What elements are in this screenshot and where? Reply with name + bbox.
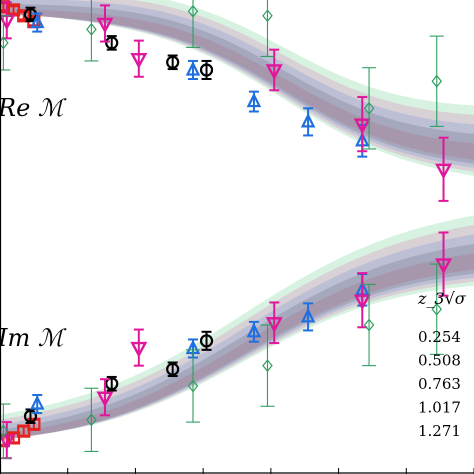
marker-circle bbox=[199, 63, 214, 77]
point-0-763-imag bbox=[29, 394, 45, 415]
marker-triangle-down bbox=[130, 52, 148, 69]
legend-entry-0-254: 0.254 bbox=[418, 328, 461, 346]
point-1-271-real bbox=[362, 67, 377, 150]
point-1-017-real bbox=[435, 136, 453, 202]
error-bands bbox=[0, 0, 474, 440]
point-0-508-imag bbox=[166, 361, 180, 378]
marker-triangle-up bbox=[246, 322, 262, 338]
legend-entry-1-017: 1.017 bbox=[418, 399, 461, 417]
marker-triangle-up bbox=[300, 307, 316, 323]
marker-square bbox=[17, 424, 31, 438]
point-0-763-real bbox=[246, 90, 262, 113]
marker-circle bbox=[166, 362, 180, 376]
marker-diamond bbox=[262, 9, 273, 23]
point-1-017-imag bbox=[353, 272, 371, 329]
marker-circle bbox=[105, 377, 119, 391]
point-1-017-real bbox=[96, 4, 114, 43]
point-1-271-imag bbox=[84, 387, 99, 452]
marker-triangle-down bbox=[96, 17, 114, 34]
point-1-271-imag bbox=[362, 283, 377, 367]
band-0-254-imag bbox=[0, 253, 474, 440]
band-0-508-imag bbox=[0, 243, 474, 440]
marker-circle bbox=[199, 334, 214, 348]
point-1-271-imag bbox=[185, 349, 200, 423]
marker-triangle-up bbox=[185, 61, 201, 76]
point-0-254-imag bbox=[17, 424, 31, 438]
marker-triangle-down bbox=[265, 317, 283, 333]
marker-diamond bbox=[363, 101, 375, 115]
marker-diamond bbox=[262, 359, 273, 373]
point-1-271-imag bbox=[429, 263, 444, 355]
marker-diamond bbox=[431, 302, 443, 316]
point-0-763-real bbox=[300, 107, 316, 137]
point-0-763-imag bbox=[246, 320, 262, 343]
point-1-017-real bbox=[353, 96, 371, 153]
point-1-017-imag bbox=[265, 301, 283, 345]
marker-diamond bbox=[86, 413, 97, 427]
legend-entry-1-271: 1.271 bbox=[418, 422, 461, 440]
marker-square bbox=[6, 431, 21, 445]
marker-square bbox=[27, 417, 41, 431]
band-1-017-real bbox=[0, 0, 474, 172]
point-1-271-real bbox=[84, 0, 99, 62]
band-1-017-imag bbox=[0, 224, 474, 439]
x-ticks bbox=[0, 468, 474, 474]
marker-diamond bbox=[431, 74, 443, 88]
point-0-508-imag bbox=[199, 330, 214, 351]
marker-triangle-down bbox=[435, 258, 453, 275]
point-1-271-real bbox=[260, 0, 275, 57]
point-1-271-real bbox=[185, 0, 200, 48]
marker-circle bbox=[166, 55, 180, 69]
marker-triangle-up bbox=[246, 92, 262, 108]
marker-triangle-down bbox=[435, 163, 453, 180]
point-0-763-real bbox=[185, 59, 201, 80]
marker-diamond bbox=[187, 4, 199, 18]
legend: z_3√σ 0.254 0.508 0.763 1.017 1.271 bbox=[417, 289, 467, 440]
marker-circle bbox=[105, 36, 119, 50]
marker-triangle-up bbox=[29, 395, 45, 410]
band-0-763-real bbox=[0, 0, 474, 168]
marker-diamond bbox=[187, 379, 199, 393]
point-0-508-real bbox=[199, 59, 214, 80]
panel-label-real: Re ℳ bbox=[0, 94, 67, 122]
marker-triangle-down bbox=[96, 391, 114, 408]
data-points bbox=[0, 0, 453, 460]
legend-entry-0-763: 0.763 bbox=[418, 375, 461, 393]
point-0-763-real bbox=[29, 12, 45, 33]
marker-triangle-down bbox=[353, 294, 371, 311]
point-1-017-real bbox=[130, 39, 148, 78]
point-1-271-imag bbox=[260, 324, 275, 407]
point-1-017-imag bbox=[130, 328, 148, 367]
band-1-271-imag bbox=[0, 215, 474, 439]
point-0-763-imag bbox=[300, 302, 316, 332]
band-0-508-real bbox=[0, 4, 474, 164]
legend-title: z_3√σ bbox=[417, 289, 467, 308]
marker-triangle-down bbox=[353, 118, 371, 135]
point-1-271-real bbox=[429, 35, 444, 127]
marker-circle bbox=[23, 409, 38, 423]
point-0-508-real bbox=[105, 35, 119, 51]
marker-triangle-up bbox=[29, 13, 45, 29]
panel-label-imag: Im ℳ bbox=[0, 324, 67, 352]
band-1-271-real bbox=[0, 0, 474, 176]
legend-entry-0-508: 0.508 bbox=[418, 352, 461, 370]
marker-triangle-down bbox=[265, 64, 283, 80]
marker-triangle-up bbox=[300, 112, 316, 128]
point-0-508-imag bbox=[105, 375, 119, 392]
marker-diamond bbox=[86, 22, 97, 36]
marker-triangle-down bbox=[130, 341, 148, 358]
marker-diamond bbox=[363, 318, 375, 332]
band-0-254-real bbox=[0, 9, 474, 160]
point-1-017-imag bbox=[96, 378, 114, 417]
point-0-508-real bbox=[166, 54, 180, 71]
band-0-763-imag bbox=[0, 234, 474, 440]
